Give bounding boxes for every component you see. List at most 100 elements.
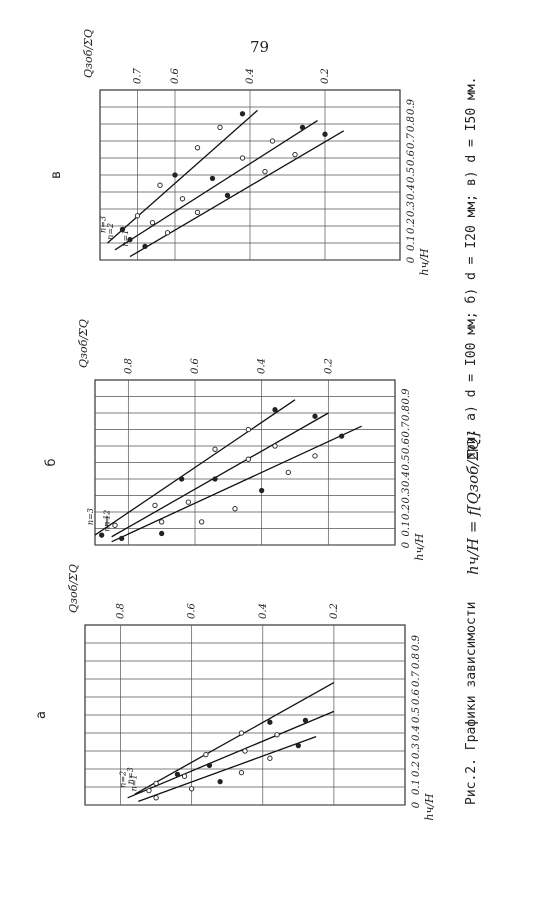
y-tick-label: 0.4 [401,471,412,487]
data-point [149,219,156,226]
series-line [107,109,258,244]
x-tick-label: 0.2 [329,603,340,619]
y-tick-label: 0.1 [406,235,417,251]
x-axis-label: Qзоб/ΣQ [77,319,90,368]
data-point [152,502,158,509]
data-point [153,795,159,801]
series-label: n=2 [103,510,112,527]
y-tick-label: 0.5 [411,707,422,723]
series-line [111,412,329,538]
y-tick-label: 0.5 [406,167,417,183]
series-line [114,120,318,251]
data-point [206,762,213,769]
y-tick-label: 0.5 [401,455,412,471]
y-tick-label: 0 [401,541,412,548]
data-point [159,519,165,525]
panel-label: а [34,711,49,719]
series-label: n=2 [106,223,115,240]
series-line [111,425,362,543]
x-tick-label: 0.4 [258,603,269,619]
series-n3: n=3 [86,399,296,538]
y-tick-label: 0.3 [401,488,412,504]
data-point [269,138,276,144]
data-point [292,151,298,158]
series-n2: n=2 [119,710,335,799]
data-point [203,751,209,758]
y-tick-label: 0.2 [401,504,412,520]
data-point [112,522,118,528]
data-point [224,192,231,199]
y-tick-label: 0.2 [411,761,422,777]
series-n3: n=3 [126,682,335,795]
x-tick-label: 0.4 [257,358,268,374]
data-point [99,532,105,538]
data-point [181,773,188,779]
data-point [312,453,318,459]
caption-suffix: при: а) d = I00 мм; б) d = I20 мм; в) d … [464,76,479,460]
page-number: 79 [250,38,270,56]
data-point [285,469,291,476]
y-tick-label: 0.4 [406,184,417,200]
data-point [272,443,278,449]
series-n1: n=1 [121,130,345,258]
y-axis-label: hч/H [418,248,431,276]
x-axis-label: Qзоб/ΣQ [67,564,80,613]
chart-panel-а: 0.90.80.70.60.50.40.30.20.100.20.40.60.8… [34,564,436,820]
series-line [138,735,317,803]
x-tick-label: 0.6 [187,602,198,619]
data-point [194,145,201,151]
panel-label: в [49,171,64,179]
caption-prefix: Рис.2. Графики зависимости [464,602,479,806]
y-tick-label: 0.9 [401,388,412,405]
data-point [189,786,195,792]
y-tick-label: 0 [411,801,422,808]
data-point [239,155,246,161]
x-tick-label: 0.8 [123,358,134,374]
data-point [179,476,185,482]
series-n2: n=2 [106,120,318,251]
data-point [322,131,328,137]
data-point [339,433,345,439]
data-point [245,426,251,433]
y-tick-label: 0.3 [406,201,417,217]
y-tick-label: 0.2 [406,218,417,234]
x-tick-label: 0.6 [190,357,201,374]
data-point [312,413,318,419]
data-point [127,236,133,243]
y-tick-label: 0.8 [411,653,422,669]
data-point [146,787,152,794]
series-label: n=1 [129,774,138,791]
y-tick-label: 0.7 [406,132,417,149]
y-tick-label: 0.6 [406,149,417,166]
y-tick-label: 0.1 [411,779,422,795]
rotated-figure: 0.90.80.70.60.50.40.30.20.100.20.40.60.8… [34,29,482,820]
y-tick-label: 0.3 [411,743,422,759]
series-n1: n=1 [129,735,317,803]
data-point [238,769,245,776]
x-tick-label: 0.6 [170,67,181,84]
y-axis-label: hч/H [413,533,426,561]
data-point [272,407,278,413]
data-point [302,717,309,724]
data-point [185,499,191,505]
y-tick-label: 0.1 [401,521,412,537]
y-axis-label: hч/H [423,793,436,821]
caption-formula: hч/H = f[Qзоб/ΣQ] [464,432,482,575]
series-n2: n=2 [103,412,329,542]
data-point [217,778,223,785]
data-point [199,519,205,525]
x-tick-label: 0.2 [320,68,331,84]
data-point [119,226,126,233]
y-tick-label: 0.9 [411,634,422,651]
series-label: n=1 [121,230,130,247]
figure-caption: Рис.2. Графики зависимости hч/H = f[Qзоб/… [464,76,482,805]
x-tick-label: 0.4 [245,68,256,84]
series-label: n=3 [126,767,135,784]
data-point [239,111,246,117]
data-point [267,719,273,725]
series-n1: n=1 [103,425,362,543]
data-point [172,172,178,178]
series-label: n=3 [86,508,95,525]
data-point [174,771,181,778]
series-label: n=3 [99,216,108,233]
